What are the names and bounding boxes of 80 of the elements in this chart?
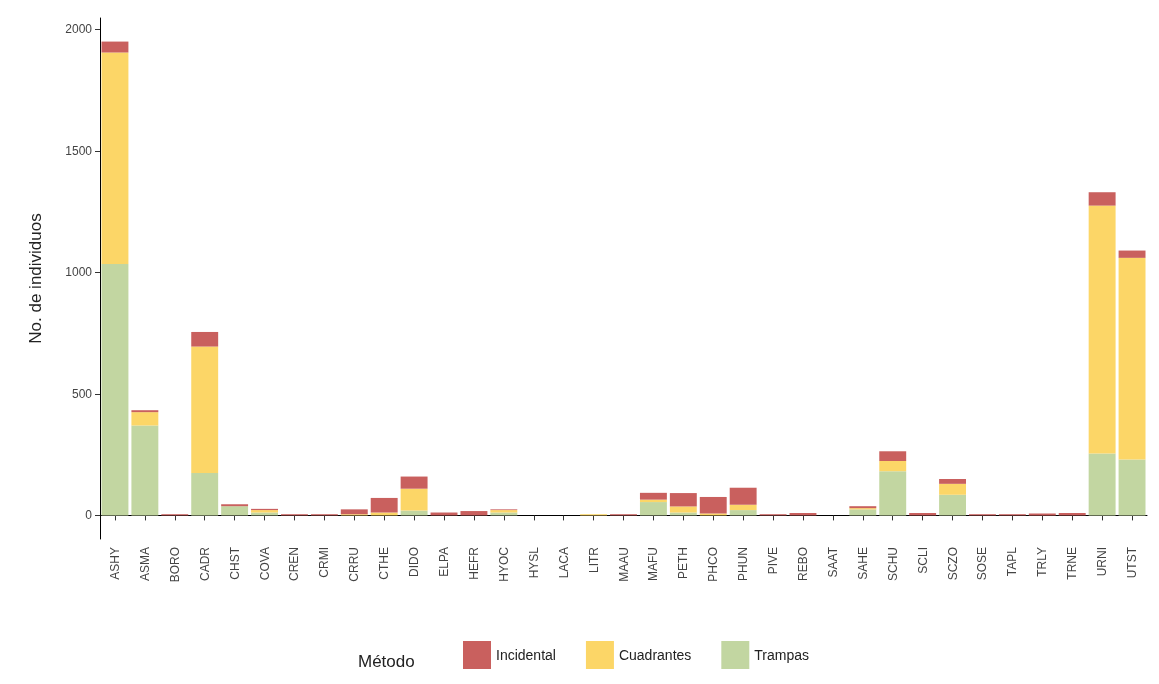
y-tick-label: 2000 — [65, 22, 93, 37]
x-tick-label: CHST — [227, 546, 242, 580]
legend-title: Método — [358, 652, 415, 671]
x-tick-label: HYOC — [496, 546, 511, 582]
x-tick-label: CADR — [197, 546, 212, 582]
x-tick-label: COVA — [257, 547, 272, 581]
x-tick-label: PIVE — [766, 547, 781, 575]
bar — [191, 346, 219, 473]
bar — [191, 472, 219, 516]
y-tick-label: 500 — [71, 386, 93, 401]
bar — [1088, 453, 1116, 516]
bar — [729, 504, 757, 511]
x-tick-label: CRMI — [317, 547, 332, 578]
bar — [939, 483, 967, 495]
bar — [699, 496, 727, 514]
x-tick-label: LITR — [586, 546, 601, 574]
bar — [849, 509, 877, 516]
bar — [879, 471, 907, 516]
x-tick-label: HEFR — [466, 546, 481, 580]
x-tick-label: SCZO — [945, 547, 960, 581]
x-tick-label: HYSL — [526, 546, 541, 579]
legend-label: Incidental — [496, 647, 556, 663]
bar — [639, 502, 667, 516]
x-tick-label: TRLY — [1035, 547, 1050, 577]
x-tick-label: MAFU — [646, 547, 661, 581]
bar — [1118, 459, 1146, 516]
bar — [191, 331, 219, 347]
bar — [131, 412, 159, 426]
bar — [131, 425, 159, 516]
bar — [639, 492, 667, 500]
bar — [1088, 192, 1116, 206]
x-tick-label: CTHE — [377, 547, 392, 580]
y-tick-label: 0 — [85, 508, 93, 523]
bar — [101, 52, 129, 264]
x-tick-label: DIDO — [407, 547, 422, 577]
x-tick-label: ASMA — [137, 547, 152, 582]
legend-label: Cuadrantes — [618, 647, 692, 663]
bar — [939, 494, 967, 516]
bar — [101, 41, 129, 53]
y-axis-title: No. de individuos — [26, 213, 45, 344]
x-tick-label: ELPA — [437, 547, 452, 577]
x-tick-label: LACA — [556, 547, 571, 579]
x-tick-label: TRNE — [1065, 547, 1080, 580]
x-tick-label: TAPL — [1005, 546, 1020, 577]
x-tick-label: SAHE — [855, 547, 870, 580]
bar — [729, 487, 757, 505]
bar — [340, 509, 368, 515]
x-tick-label: PHCO — [706, 547, 721, 582]
x-tick-label: BORO — [167, 547, 182, 583]
x-tick-label: CREN — [287, 547, 302, 582]
bar — [400, 476, 428, 489]
bar — [669, 493, 697, 507]
bar — [1088, 205, 1116, 454]
x-tick-label: SOSE — [975, 547, 990, 581]
legend-label: Trampas — [754, 647, 810, 663]
bar — [669, 506, 697, 513]
y-tick-label: 1500 — [65, 143, 93, 158]
y-tick-label: 1000 — [65, 265, 93, 280]
x-tick-label: PHUN — [736, 547, 751, 582]
bar — [101, 263, 129, 516]
bar — [729, 510, 757, 516]
bar — [1118, 257, 1146, 460]
bar — [879, 451, 907, 461]
bar — [1118, 250, 1146, 258]
x-tick-label: MAAU — [616, 547, 631, 582]
bar — [400, 488, 428, 511]
x-tick-label: CRRU — [347, 547, 362, 582]
bar — [939, 478, 967, 484]
bar — [460, 511, 488, 516]
x-tick-label: SCLI — [915, 547, 930, 574]
x-tick-label: REBO — [795, 547, 810, 582]
x-tick-label: SAAT — [825, 546, 840, 578]
x-tick-label: SCHU — [885, 547, 900, 582]
x-tick-label: UTST — [1125, 546, 1140, 579]
x-tick-label: PETH — [676, 547, 691, 580]
bar — [221, 506, 249, 516]
x-tick-label: ASHY — [107, 547, 122, 580]
bar — [370, 497, 398, 513]
x-tick-label: URNI — [1095, 547, 1110, 577]
bar — [879, 461, 907, 472]
